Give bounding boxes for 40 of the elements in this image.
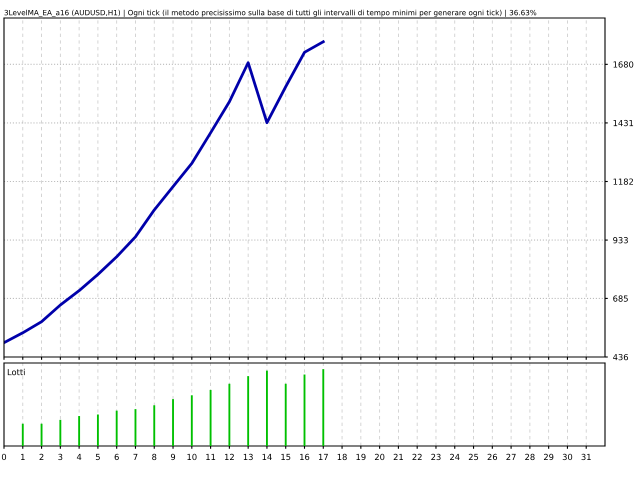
y-tick-label: 1182 bbox=[614, 178, 634, 185]
x-tick-label: 19 bbox=[356, 454, 366, 460]
x-tick-label: 2 bbox=[40, 454, 44, 460]
x-tick-label: 18 bbox=[338, 454, 347, 460]
x-tick-label: 6 bbox=[114, 454, 119, 460]
x-tick-label: 7 bbox=[134, 454, 138, 460]
x-tick-label: 21 bbox=[394, 454, 403, 460]
x-tick-label: 17 bbox=[318, 454, 328, 460]
y-tick-label: 436 bbox=[613, 354, 628, 360]
x-tick-label: 8 bbox=[152, 454, 156, 460]
x-tick-label: 14 bbox=[262, 454, 272, 460]
x-tick-label: 24 bbox=[450, 454, 460, 460]
y-tick-label: 1680 bbox=[614, 61, 634, 68]
x-tick-label: 28 bbox=[525, 454, 535, 460]
line-series bbox=[4, 40, 325, 344]
x-tick-label: 27 bbox=[506, 454, 516, 460]
y-tick-label: 933 bbox=[613, 237, 628, 244]
y-tick-label: 685 bbox=[613, 295, 628, 302]
x-tick-label: 16 bbox=[300, 454, 310, 460]
chart-title: Lotti bbox=[8, 368, 25, 376]
x-tick-label: 10 bbox=[187, 454, 197, 460]
x-tick-label: 1 bbox=[21, 454, 25, 460]
x-tick-label: 13 bbox=[244, 454, 253, 460]
x-tick-label: 11 bbox=[206, 454, 216, 460]
x-tick-label: 12 bbox=[224, 454, 234, 460]
x-tick-label: 0 bbox=[2, 454, 6, 460]
x-tick-label: 9 bbox=[170, 454, 176, 460]
x-tick-label: 30 bbox=[562, 454, 572, 460]
x-tick-label: 5 bbox=[96, 454, 100, 460]
x-tick-label: 29 bbox=[544, 454, 554, 460]
x-tick-label: 20 bbox=[374, 454, 384, 460]
x-tick-label: 15 bbox=[281, 454, 290, 460]
x-tick-label: 31 bbox=[582, 454, 591, 460]
y-tick-label: 1431 bbox=[614, 120, 634, 126]
x-tick-label: 26 bbox=[488, 454, 498, 460]
x-tick-label: 22 bbox=[412, 454, 422, 460]
x-tick-label: 23 bbox=[431, 454, 441, 460]
x-tick-label: 3 bbox=[58, 454, 62, 460]
x-tick-label: 4 bbox=[76, 454, 82, 460]
x-tick-label: 25 bbox=[468, 454, 478, 460]
